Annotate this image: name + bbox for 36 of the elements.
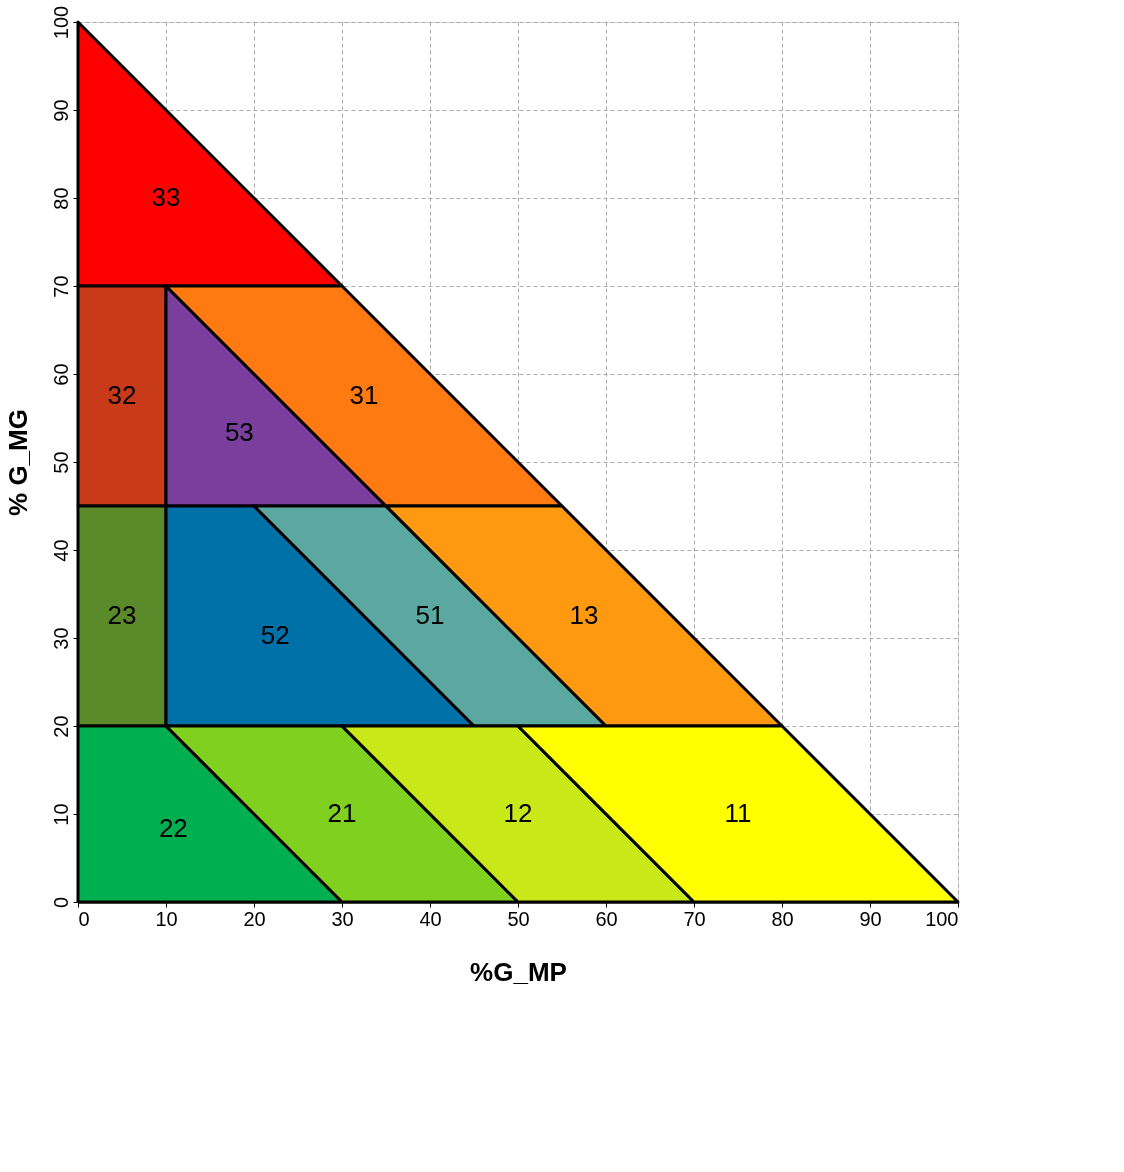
y-tick-label: 20 bbox=[49, 715, 72, 738]
x-tick-label: 10 bbox=[155, 907, 178, 930]
series-label: 52 bbox=[260, 620, 290, 651]
x-tick-label: 50 bbox=[507, 907, 530, 930]
x-tick-label: 40 bbox=[419, 907, 442, 930]
series-label: 32 bbox=[107, 380, 137, 410]
y-tick-label: 0 bbox=[49, 896, 72, 909]
series-label: 13 bbox=[569, 600, 599, 630]
y-tick-label: 40 bbox=[49, 539, 72, 562]
series-label: 51 bbox=[415, 600, 445, 630]
x-tick-label: 20 bbox=[243, 907, 266, 930]
y-axis-title: % G_MG bbox=[2, 409, 33, 516]
series-label: 22 bbox=[158, 812, 188, 843]
series-label: 21 bbox=[327, 798, 357, 828]
y-tick-label: 60 bbox=[49, 363, 72, 386]
y-tick-label: 100 bbox=[49, 5, 72, 40]
y-tick-label: 80 bbox=[49, 187, 72, 210]
y-tick-label: 10 bbox=[49, 803, 72, 826]
series-label: 12 bbox=[503, 798, 533, 828]
x-tick-label: 100 bbox=[925, 907, 959, 930]
x-tick-label: 0 bbox=[78, 907, 90, 930]
series-label: 33 bbox=[151, 182, 181, 212]
series-label: 11 bbox=[724, 798, 752, 828]
y-tick-label: 90 bbox=[49, 99, 72, 122]
x-axis-title: %G_MP bbox=[470, 956, 567, 987]
x-tick-label: 70 bbox=[683, 907, 706, 930]
x-tick-label: 80 bbox=[771, 907, 794, 930]
series-label: 53 bbox=[224, 416, 254, 447]
x-tick-label: 60 bbox=[595, 907, 618, 930]
x-tick-label: 30 bbox=[331, 907, 354, 930]
x-tick-label: 90 bbox=[859, 907, 882, 930]
series-label: 31 bbox=[349, 380, 379, 410]
y-tick-label: 50 bbox=[49, 451, 72, 474]
y-tick-label: 70 bbox=[49, 275, 72, 298]
series-label: 23 bbox=[107, 600, 137, 630]
y-tick-label: 30 bbox=[49, 627, 72, 650]
